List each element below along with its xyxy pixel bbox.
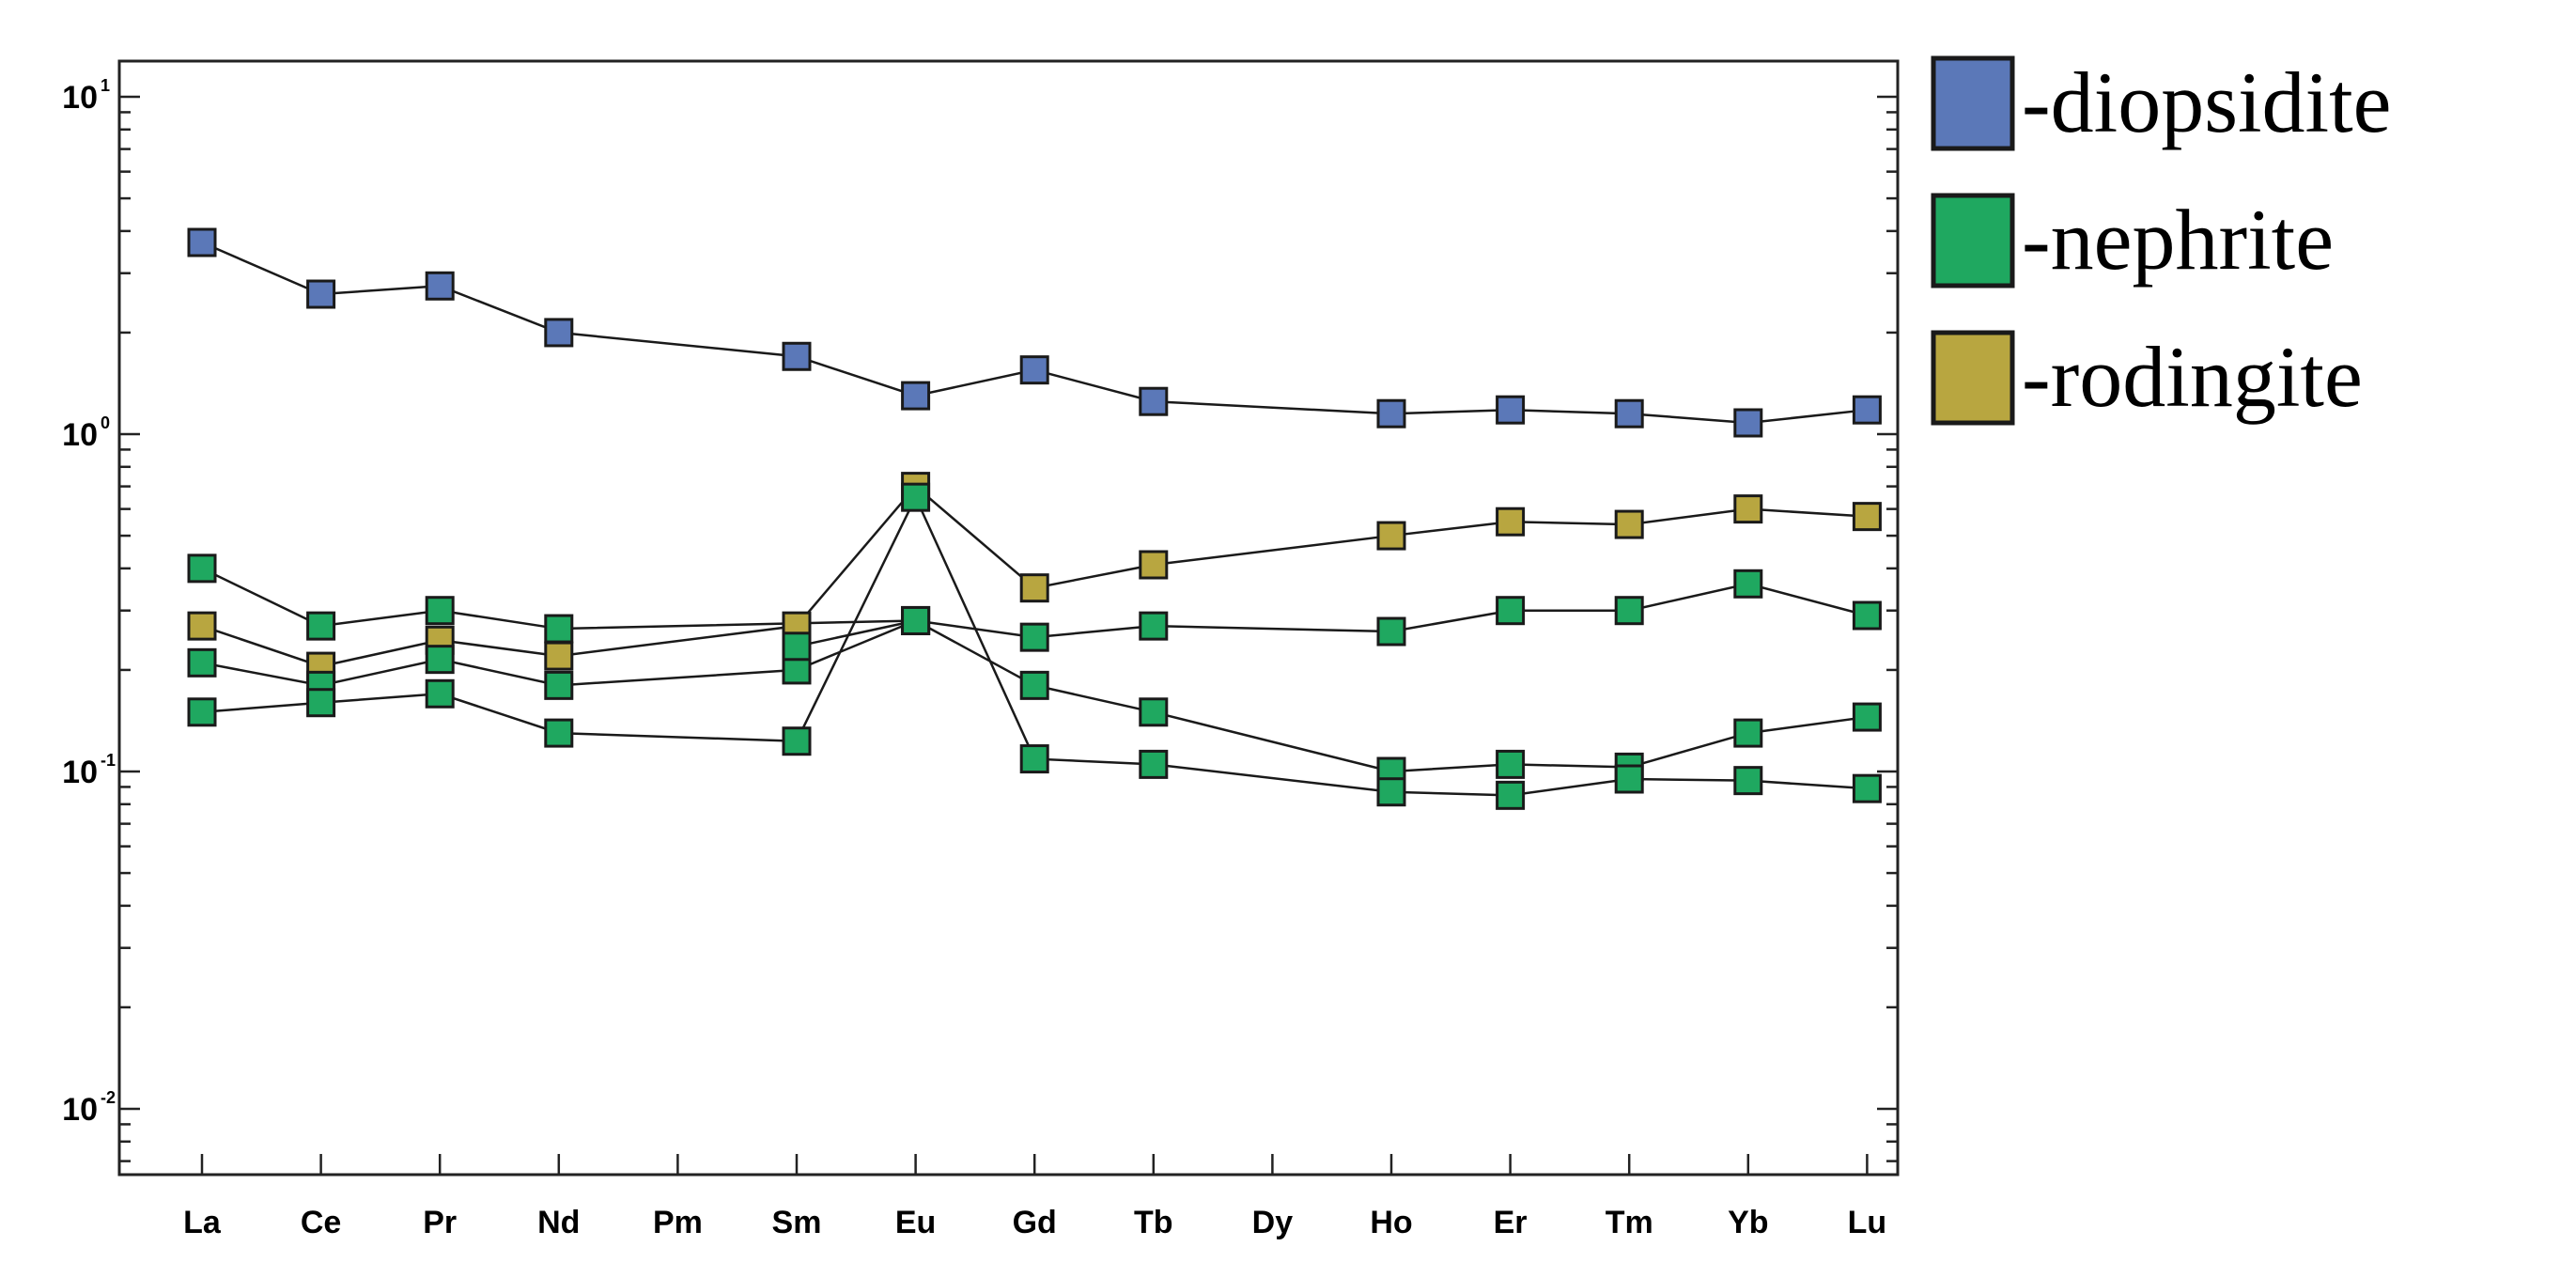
x-tick-label: Lu [1848,1205,1887,1240]
data-point-marker [1496,749,1526,779]
legend: -diopsidite -nephrite -rodingite [1931,55,2392,426]
data-point-marker [1019,744,1049,774]
data-point-marker [1496,596,1526,626]
x-axis: La Ce Pr Nd Pm Sm Eu Gd Tb Dy Ho Er Tm Yb Lu [183,1154,1886,1240]
data-point-marker [425,271,455,301]
data-point-marker [187,611,217,641]
y-tick-exponent: -2 [101,1088,116,1107]
y-tick-exponent: -1 [101,751,116,770]
data-point-marker [306,611,336,641]
x-tick-label: Dy [1252,1205,1294,1240]
data-point-marker [1852,600,1882,631]
data-point-marker [1614,764,1644,794]
x-tick-label: Gd [1013,1205,1057,1240]
data-point-marker [425,645,455,675]
data-point-marker [901,381,931,411]
data-point-marker [1496,507,1526,537]
data-point-marker [782,631,812,662]
plot-frame [117,59,1900,1177]
markers-layer [187,227,1882,810]
series-line [201,567,1868,639]
data-point-marker [1733,718,1763,748]
y-tick-exponent: 1 [101,76,110,95]
data-point-marker [1852,773,1882,803]
data-point-marker [1139,386,1169,416]
data-point-marker [1852,395,1882,425]
data-point-marker [1614,398,1644,429]
data-point-marker [1139,611,1169,641]
data-point-marker [1376,777,1406,807]
data-point-marker [306,279,336,309]
data-point-marker [425,596,455,626]
series-layer [187,227,1882,810]
x-tick-label: Tm [1606,1205,1653,1240]
data-point-marker [187,647,217,678]
series-line [796,619,916,648]
x-tick-label: Pm [653,1205,703,1240]
data-point-marker [1614,509,1644,539]
data-point-marker [901,605,931,635]
x-tick-label: Ho [1370,1205,1412,1240]
data-point-marker [544,614,574,644]
data-point-marker [1019,670,1049,700]
y-tick-exponent: 0 [101,413,110,432]
data-point-marker [782,341,812,371]
data-point-marker [1496,780,1526,810]
y-tick-label: 10 [62,80,98,116]
x-tick-label: Pr [423,1205,457,1240]
data-point-marker [1019,573,1049,603]
data-point-marker [1733,766,1763,796]
data-point-marker [544,670,574,700]
data-point-marker [1376,616,1406,647]
data-point-marker [425,678,455,709]
legend-swatch [1931,330,2015,426]
data-point-marker [1733,408,1763,438]
data-point-marker [1139,749,1169,779]
y-tick-label: 10 [62,1092,98,1128]
x-tick-label: Nd [537,1205,580,1240]
data-point-marker [1733,494,1763,524]
data-point-marker [782,726,812,756]
x-tick-label: Eu [895,1205,936,1240]
data-point-marker [1733,569,1763,599]
x-tick-label: Ce [301,1205,341,1240]
data-point-marker [306,688,336,718]
data-point-marker [901,482,931,512]
data-point-marker [1852,502,1882,532]
legend-swatch [1931,55,2015,151]
series-line [201,241,1868,425]
y-tick-label: 10 [62,417,98,453]
x-tick-label: Yb [1728,1205,1768,1240]
y-tick-label: 10 [62,755,98,790]
data-point-marker [1614,596,1644,626]
data-point-marker [187,697,217,727]
data-point-marker [1019,622,1049,652]
data-point-marker [1852,702,1882,732]
legend-label: -rodingite [2022,329,2363,425]
data-point-marker [1139,550,1169,580]
data-point-marker [1139,697,1169,727]
data-point-marker [544,718,574,748]
x-tick-label: Sm [772,1205,822,1240]
data-point-marker [187,227,217,257]
legend-swatch [1931,193,2015,288]
x-tick-label: Er [1494,1205,1528,1240]
x-tick-label: La [183,1205,222,1240]
data-point-marker [544,641,574,671]
legend-label: -diopsidite [2022,55,2392,150]
data-point-marker [1376,521,1406,551]
data-point-marker [544,318,574,348]
data-point-marker [1496,395,1526,425]
data-point-marker [187,553,217,584]
x-tick-label: Tb [1134,1205,1173,1240]
data-point-marker [1019,355,1049,385]
data-point-marker [782,655,812,685]
legend-label: -nephrite [2022,192,2334,288]
data-point-marker [1376,398,1406,429]
